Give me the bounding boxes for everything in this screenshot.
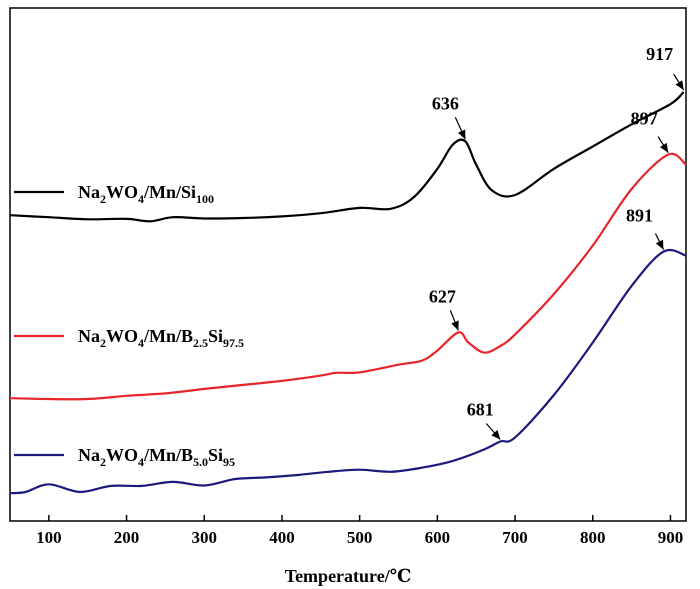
x-tick-label: 900 bbox=[658, 528, 684, 547]
x-axis-title: Temperature/℃ bbox=[285, 566, 412, 586]
peak-label-681: 681 bbox=[467, 399, 494, 419]
annotation-arrowhead bbox=[659, 142, 669, 153]
legend-label-part: Na bbox=[78, 326, 100, 346]
legend-label-part: Na bbox=[78, 445, 100, 465]
annotation-arrowhead bbox=[457, 129, 466, 140]
legend-label-part: 2.5 bbox=[193, 336, 208, 350]
legend-label-part: 4 bbox=[138, 192, 144, 206]
peak-label-636: 636 bbox=[432, 93, 459, 113]
x-tick-label: 500 bbox=[347, 528, 373, 547]
series-line-si100 bbox=[9, 91, 685, 223]
legend-label-part: WO bbox=[106, 326, 138, 346]
annotation-arrowhead bbox=[491, 430, 501, 440]
legend-label-part: 97.5 bbox=[223, 336, 244, 350]
legend-label-part: Si bbox=[208, 445, 223, 465]
legend-label-b25si975: Na2WO4/Mn/B2.5Si97.5 bbox=[78, 326, 244, 350]
legend-label-part: 95 bbox=[223, 455, 235, 469]
legend-label-si100: Na2WO4/Mn/Si100 bbox=[78, 182, 214, 206]
legend-label-part: 4 bbox=[138, 455, 144, 469]
max-label-897: 897 bbox=[631, 109, 658, 129]
legend-label-part: /Mn/B bbox=[143, 445, 193, 465]
legend-label-part: WO bbox=[106, 445, 138, 465]
annotation-arrowhead bbox=[655, 239, 664, 250]
x-axis-ticks: 100 200 300 400 500 600 700 800 900 bbox=[36, 515, 683, 547]
plot-frame bbox=[9, 7, 687, 522]
x-tick-label: 800 bbox=[580, 528, 606, 547]
legend-label-part: 4 bbox=[138, 336, 144, 350]
series-line-b50si95 bbox=[9, 248, 687, 495]
series-line-b25si975 bbox=[9, 152, 687, 401]
legend-label-part: Na bbox=[78, 182, 100, 202]
legend-label-part: 2 bbox=[100, 336, 106, 350]
legend-label-part: 2 bbox=[100, 192, 106, 206]
x-tick-label: 100 bbox=[36, 528, 62, 547]
annotation-arrowhead bbox=[451, 320, 459, 331]
series-layer bbox=[9, 91, 687, 495]
annotations: 636 627 681 917 897 891 bbox=[429, 44, 685, 440]
legend-label-part: /Mn/B bbox=[143, 326, 193, 346]
legend-label-part: 5.0 bbox=[193, 455, 208, 469]
max-label-917: 917 bbox=[646, 44, 673, 64]
x-tick-label: 400 bbox=[269, 528, 295, 547]
legend-label-b50si95: Na2WO4/Mn/B5.0Si95 bbox=[78, 445, 235, 469]
x-tick-label: 300 bbox=[192, 528, 218, 547]
x-tick-label: 200 bbox=[114, 528, 140, 547]
x-tick-label: 700 bbox=[502, 528, 528, 547]
legend: Na2WO4/Mn/Si100Na2WO4/Mn/B2.5Si97.5Na2WO… bbox=[14, 182, 244, 469]
x-tick-label: 600 bbox=[425, 528, 451, 547]
legend-label-part: 100 bbox=[196, 192, 214, 206]
legend-label-part: WO bbox=[106, 182, 138, 202]
legend-label-part: /Mn/Si bbox=[143, 182, 196, 202]
peak-label-627: 627 bbox=[429, 286, 456, 306]
max-label-891: 891 bbox=[626, 206, 653, 226]
legend-label-part: 2 bbox=[100, 455, 106, 469]
annotation-arrowhead bbox=[675, 80, 684, 90]
legend-label-part: Si bbox=[208, 326, 223, 346]
